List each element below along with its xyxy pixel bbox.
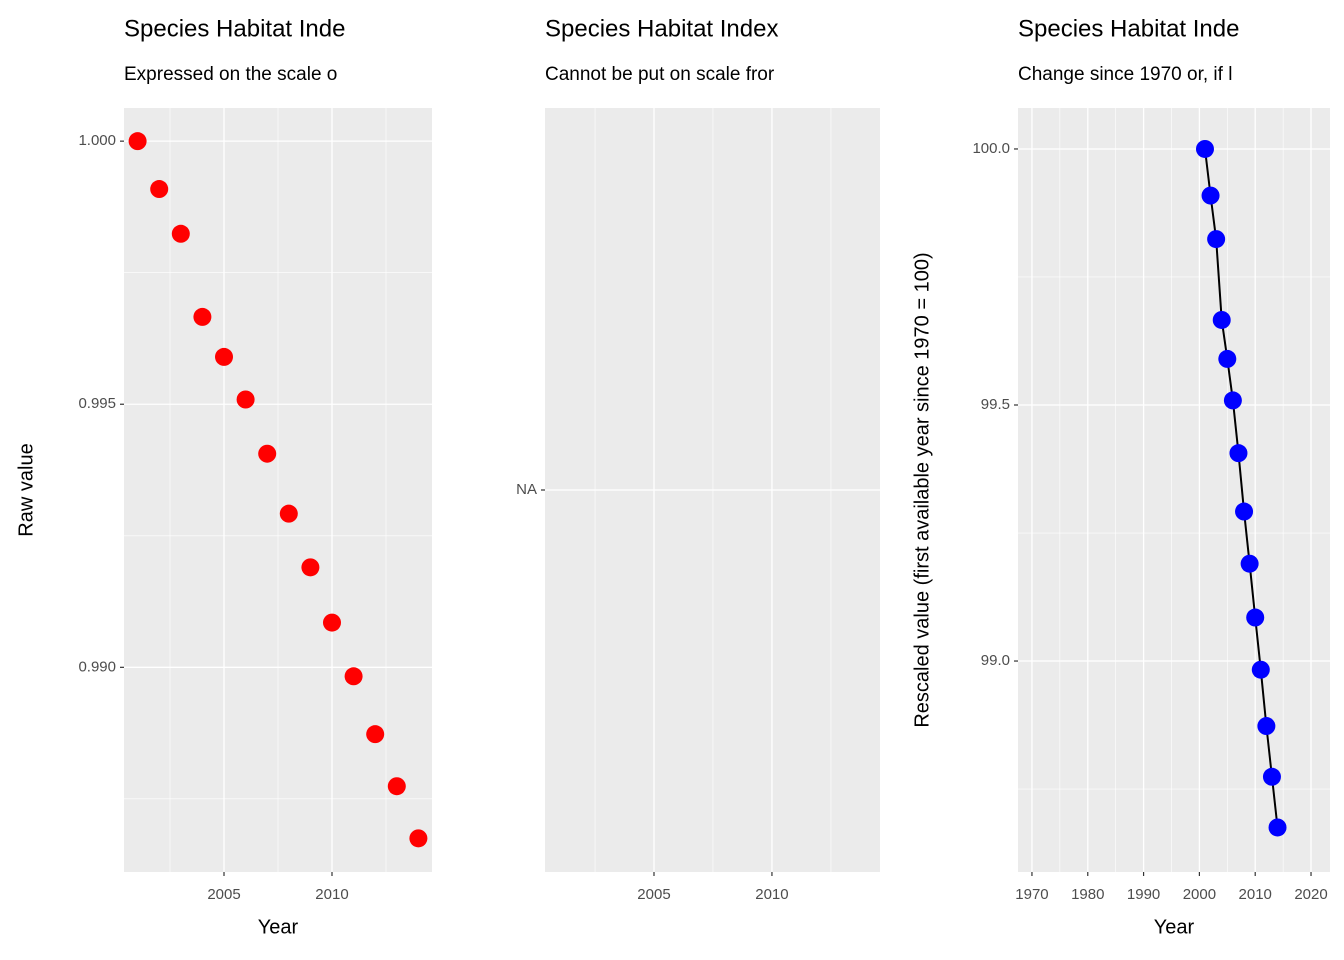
point [258,444,277,463]
x-axis-title: Year [1154,916,1195,938]
plot-background [1018,108,1330,872]
point [1207,230,1226,249]
x-tick-label: 2005 [637,886,670,903]
line [1203,148,1279,828]
panel-title: Species Habitat Index [545,15,778,42]
y-tick-label: 99.0 [981,652,1010,669]
panel-subtitle: Change since 1970 or, if l [1018,64,1232,85]
point [1251,660,1270,679]
point [1246,608,1265,627]
panel: Species Habitat Inde Change since 1970 or… [911,15,1330,938]
point [1223,391,1242,410]
y-tick-label: 1.000 [78,132,116,149]
point [236,390,255,409]
y-tick-label: 99.5 [981,396,1010,413]
point [1229,444,1248,463]
x-tick-label: 2010 [755,886,788,903]
y-tick-label: 0.990 [78,658,116,675]
x-axis-title: Year [258,916,299,938]
point [1262,767,1281,786]
panel-title: Species Habitat Inde [1018,15,1239,42]
point [128,132,147,151]
point [366,725,385,744]
point [215,347,234,366]
point [1240,554,1259,573]
panel-subtitle: Expressed on the scale o [124,64,337,85]
point [409,829,428,848]
point [171,224,190,243]
point [1268,818,1287,837]
point [193,307,212,326]
title-group: Species Habitat Inde Change since 1970 or… [1018,15,1239,85]
panel-subtitle: Cannot be put on scale fror [545,64,775,85]
y-tick-label: NA [516,481,537,498]
title-group: Species Habitat Inde Expressed on the sca… [124,15,345,85]
x-tick-label: 2010 [1239,886,1272,903]
y-axis-title: Raw value [15,443,37,536]
x-tick-label: 2010 [315,886,348,903]
y-axis-title: Rescaled value (first available year sin… [911,252,933,727]
point [1218,349,1237,368]
point [150,180,169,199]
y-tick-label: 0.995 [78,395,116,412]
point [344,667,363,686]
point [1235,502,1254,521]
panel: Species Habitat Index Cannot be put on sc… [516,15,880,903]
point [301,558,320,577]
x-tick-label: 2000 [1183,886,1216,903]
x-tick-label: 2020 [1294,886,1327,903]
x-tick-label: 1970 [1015,886,1048,903]
panel-title: Species Habitat Inde [124,15,345,42]
panel: Species Habitat Inde Expressed on the sca… [15,15,432,938]
x-tick-label: 1990 [1127,886,1160,903]
x-tick-label: 2005 [207,886,240,903]
x-tick-label: 1980 [1071,886,1104,903]
point [1195,139,1214,158]
point [1212,310,1231,329]
title-group: Species Habitat Index Cannot be put on sc… [545,15,778,85]
point [1201,186,1220,205]
y-tick-label: 100.0 [972,140,1010,157]
point [279,504,298,523]
point [387,777,406,796]
point [322,613,341,632]
point [1257,717,1276,736]
